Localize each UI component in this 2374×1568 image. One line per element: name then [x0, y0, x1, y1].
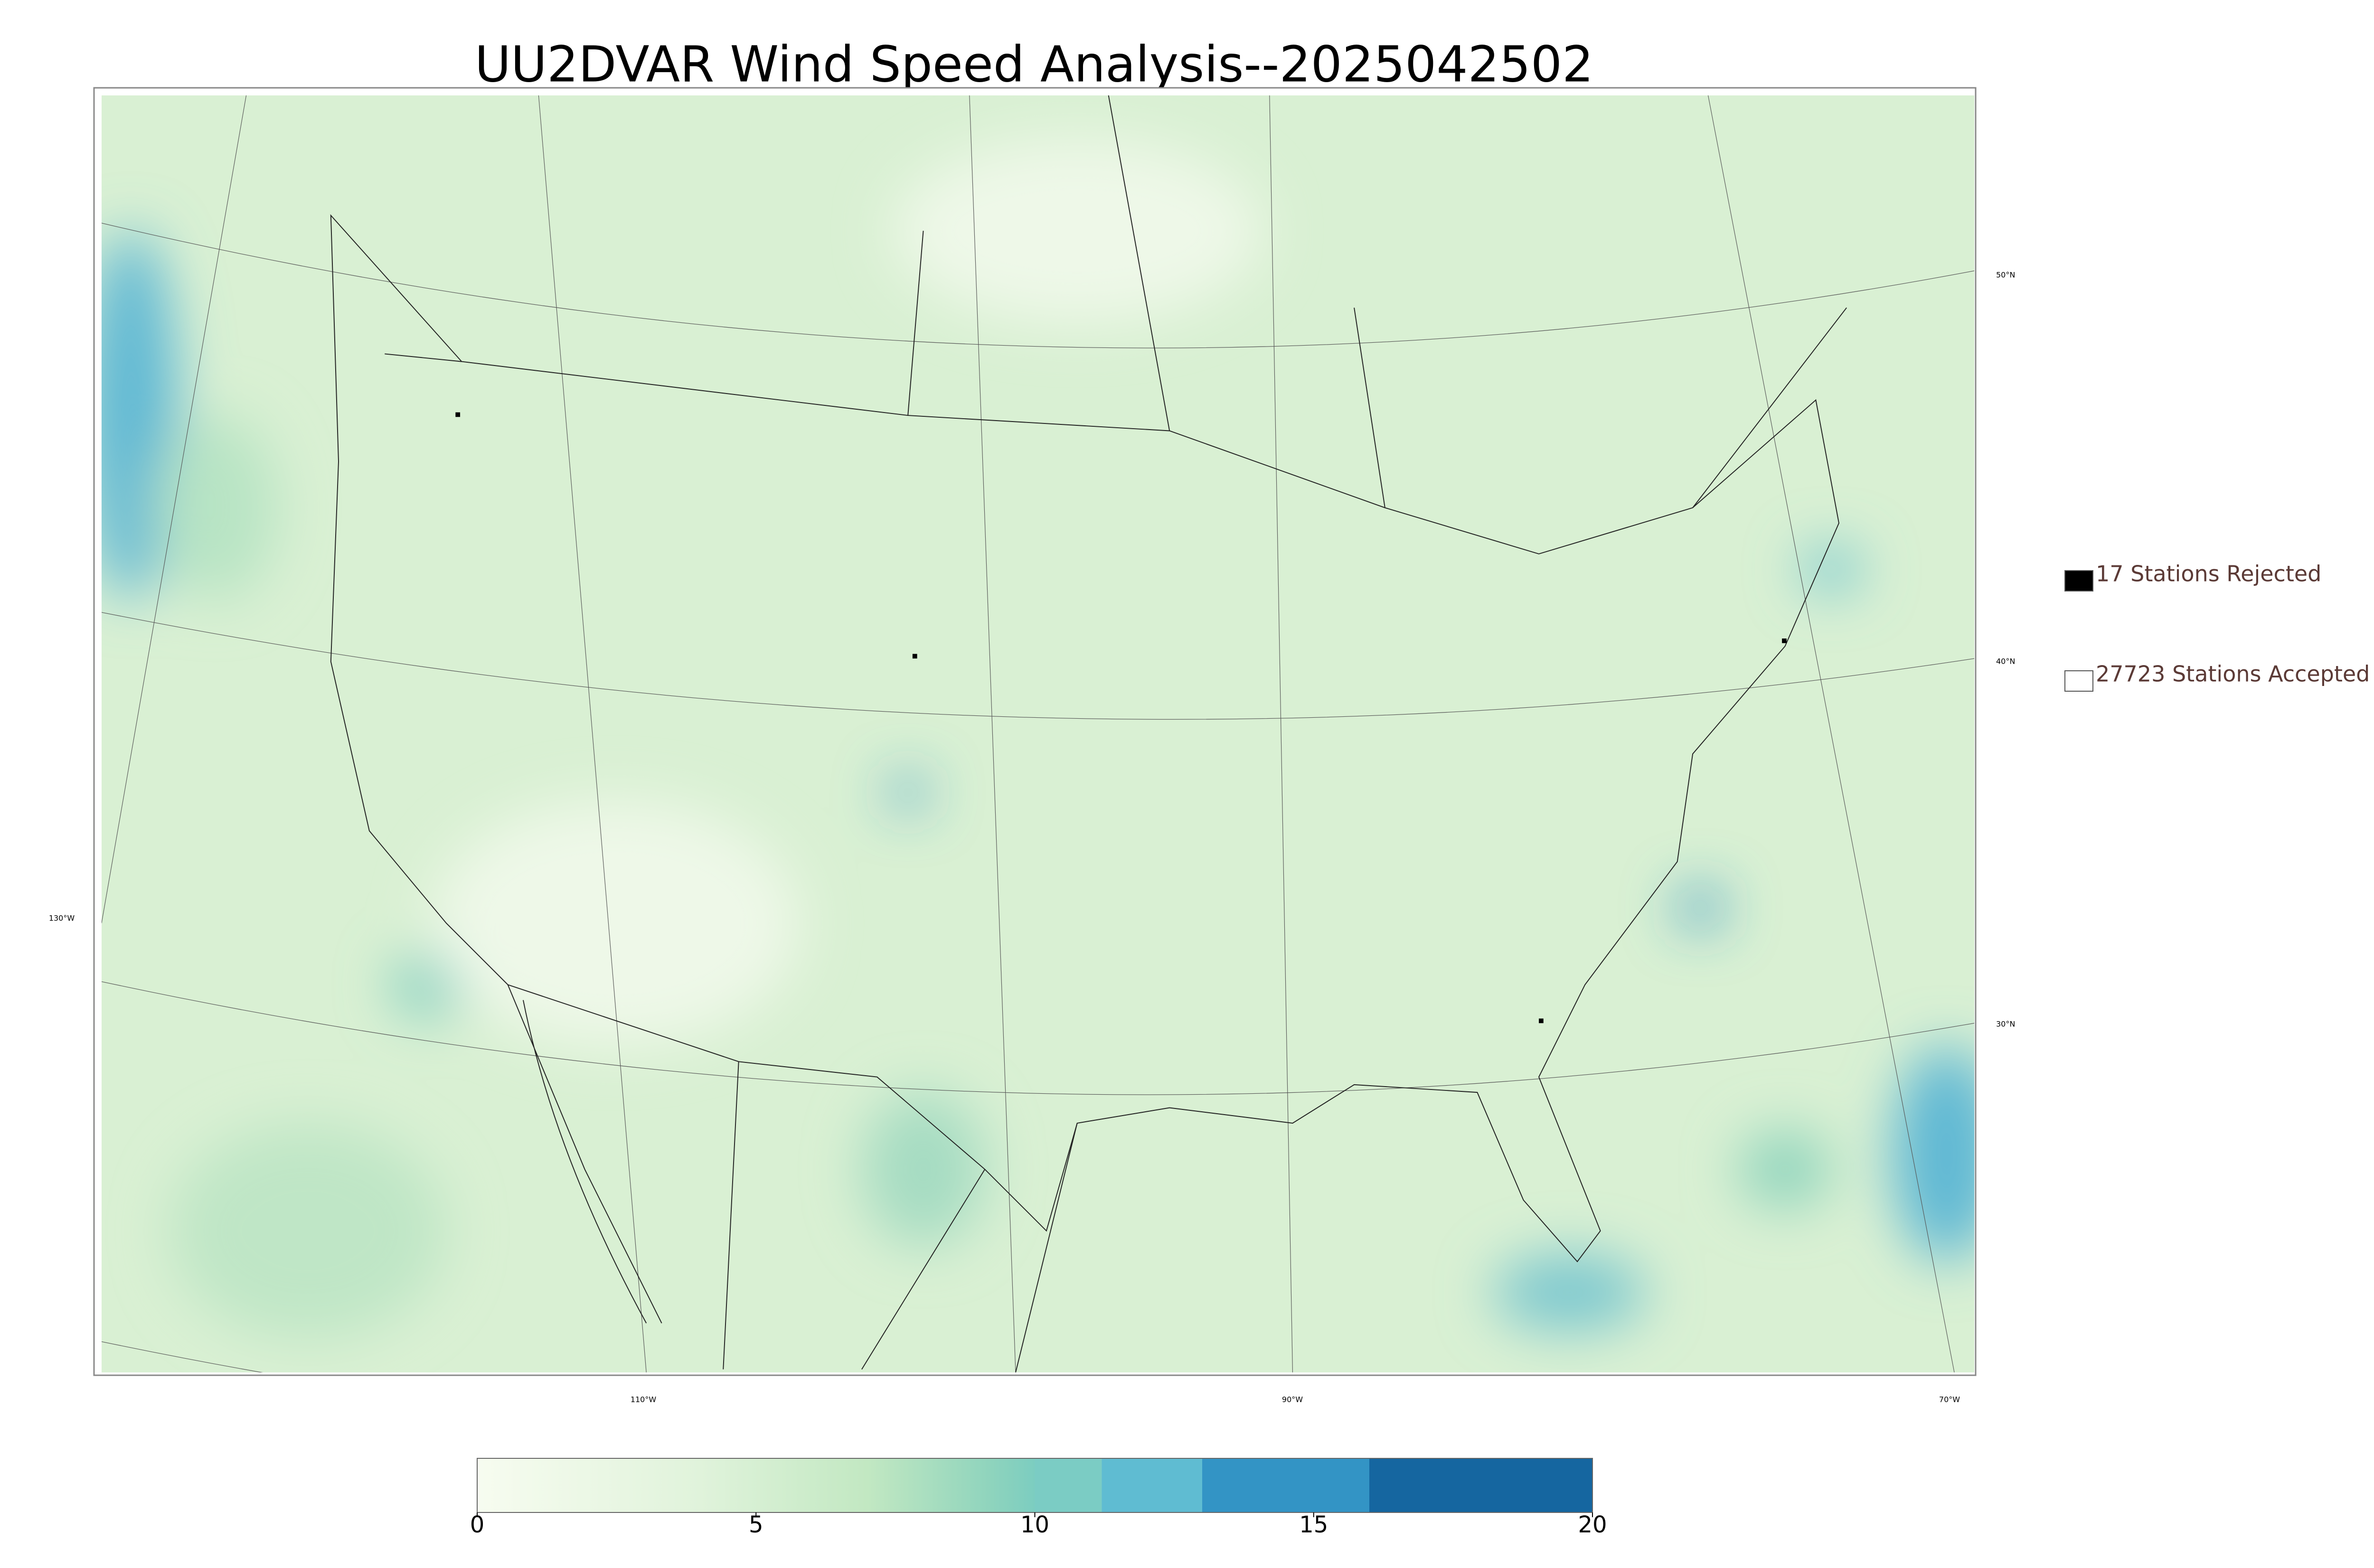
map	[101, 95, 1975, 1372]
colorbar-ticks: 0 5 10 15 20	[470, 1512, 1607, 1538]
lon-label: 110°W	[631, 1395, 657, 1404]
rejected-station	[1539, 1018, 1544, 1023]
rejected-station	[912, 654, 917, 659]
lat-label: 50°N	[1996, 271, 2015, 280]
stations-usa	[330, 214, 1840, 1263]
rejected-station	[1782, 638, 1787, 643]
colorbar-tick-label: 20	[1578, 1512, 1607, 1538]
colorbar-tick-label: 5	[749, 1512, 763, 1538]
colorbar-tick-label: 0	[470, 1512, 485, 1538]
legend-swatch	[2064, 670, 2093, 692]
colorbar-tick-label: 15	[1299, 1512, 1328, 1538]
lon-label: 90°W	[1282, 1395, 1303, 1404]
lat-label: 30°N	[1996, 1020, 2015, 1029]
legend-swatch	[2064, 570, 2093, 592]
legend-label: 17 Stations Rejected	[2096, 561, 2321, 587]
lat-label: 40°N	[1996, 657, 2015, 666]
coastlines	[385, 95, 1847, 1372]
legend: 17 Stations Rejected 27723 Stations Accep…	[2064, 561, 2370, 692]
rejected-station	[455, 412, 461, 417]
lon-label: 70°W	[1939, 1395, 1960, 1404]
lon-label: 130°W	[49, 914, 75, 923]
colorbar	[477, 1458, 1593, 1513]
colorbar-tick-label: 10	[1020, 1512, 1049, 1538]
wind-blobs	[101, 138, 1975, 1339]
graticule	[101, 95, 1975, 1372]
legend-label: 27723 Stations Accepted	[2096, 661, 2370, 687]
title: UU2DVAR Wind Speed Analysis--2025042502	[475, 35, 1593, 93]
